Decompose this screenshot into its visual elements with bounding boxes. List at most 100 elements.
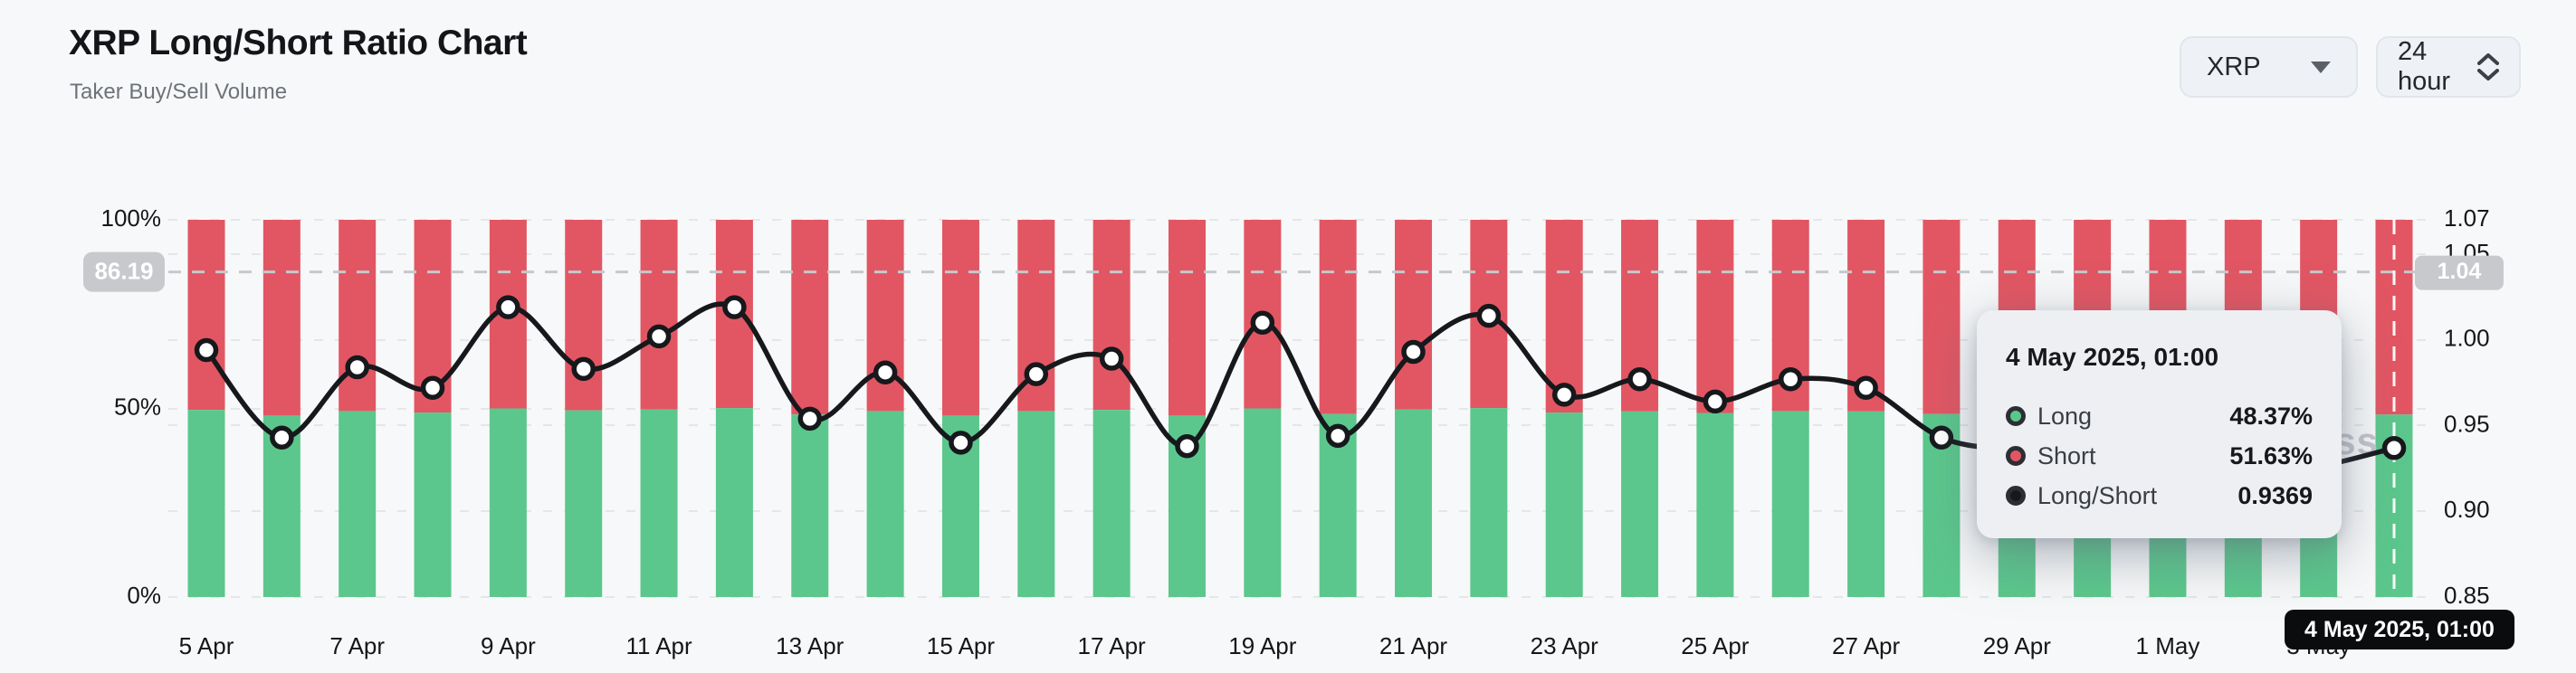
ratio-point [1250,310,1275,335]
bar-short[interactable] [941,220,979,416]
ratio-point [1854,375,1878,401]
ratio-point [1703,389,1728,414]
bar-long[interactable] [489,408,527,598]
right-axis-label: 1.07 [2444,204,2490,232]
bar-long[interactable] [791,414,829,597]
ratio-point [949,431,973,455]
left-axis-label: 50% [114,393,161,420]
page-subtitle: Taker Buy/Sell Volume [70,80,288,104]
ratio-point [496,295,520,319]
bar-short[interactable] [1395,220,1433,410]
left-axis-label: 100% [101,204,162,232]
ratio-point [1325,423,1350,449]
bar-long[interactable] [1545,412,1583,597]
bar-short[interactable] [1545,220,1583,413]
crosshair-right-badge [2415,255,2504,290]
bar-short[interactable] [565,220,603,411]
crosshair-left-badge-value: 86.19 [94,257,153,284]
bar-long[interactable] [414,412,452,597]
ratio-point [1099,346,1124,371]
tooltip-row-long: Long 48.37% [2006,401,2313,431]
crosshair-left-badge [83,251,165,292]
bar-long[interactable] [1696,412,1734,597]
interval-select-value: 24 hour [2398,37,2451,96]
tooltip-title: 4 May 2025, 01:00 [2006,343,2219,371]
x-axis-label: 7 Apr [329,632,385,659]
bar-long[interactable] [1621,411,1659,597]
tooltip-row-value: 48.37% [2229,402,2313,430]
ratio-point [194,337,219,363]
ratio-point [646,324,672,349]
bar-short[interactable] [262,220,301,416]
ratio-point [420,375,445,401]
bar-short[interactable] [187,220,225,411]
bar-long[interactable] [1017,411,1055,597]
bar-long[interactable] [187,410,225,597]
long-marker-icon [2006,406,2026,426]
right-axis-label: 1.00 [2444,325,2490,352]
bar-short[interactable] [1092,220,1131,411]
bar-long[interactable] [1395,409,1433,597]
bar-short[interactable] [1168,220,1206,416]
interval-select[interactable]: 24 hour [2376,36,2521,98]
ratio-point [1627,367,1652,392]
chart-tooltip: 4 May 2025, 01:00 Long 48.37% Short 51.6… [1977,310,2342,538]
ratio-marker-icon [2006,486,2026,506]
coin-select[interactable]: XRP [2180,36,2358,98]
bar-short[interactable] [339,220,377,412]
ratio-point [1024,362,1049,386]
x-axis-label: 21 Apr [1379,632,1448,659]
bar-short[interactable] [1696,220,1734,413]
ratio-point [722,295,747,319]
tooltip-row-label: Short [2037,441,2096,469]
bar-long[interactable] [866,411,904,597]
bar-short[interactable] [640,220,678,410]
right-axis-label: 0.85 [2444,582,2490,609]
bar-long[interactable] [715,408,753,597]
right-axis-label: 0.90 [2444,496,2490,523]
tooltip-row-label: Long [2037,402,2093,430]
bar-long[interactable] [1470,408,1508,597]
ratio-point [797,406,823,431]
bar-long[interactable] [1244,408,1282,598]
chevron-down-icon [2311,61,2331,73]
left-axis-label: 0% [127,582,161,609]
crosshair-date-badge: 4 May 2025, 01:00 [2285,610,2514,649]
ratio-point [873,360,898,384]
ratio-point [2381,436,2407,460]
ratio-point [270,425,294,450]
chart-header: XRP Long/Short Ratio Chart Taker Buy/Sel… [0,0,2576,118]
bar-long[interactable] [1771,411,1809,597]
coin-select-value: XRP [2207,52,2261,81]
bar-long[interactable] [640,409,678,597]
tooltip-row-label: Long/Short [2037,481,2158,509]
bar-short[interactable] [791,220,829,415]
ratio-point [1929,425,1954,450]
bar-long[interactable] [339,411,377,597]
tooltip-row-value: 0.9369 [2237,481,2313,509]
x-axis-label: 13 Apr [776,632,844,659]
ratio-point [1778,367,1803,392]
right-axis-label: 0.95 [2444,410,2490,437]
bar-short[interactable] [1319,220,1357,414]
bar-long[interactable] [1847,411,1885,597]
ratio-point [345,355,369,380]
x-axis-label: 5 Apr [179,632,234,659]
x-axis-label: 25 Apr [1681,632,1750,659]
ratio-point [1175,433,1199,459]
ratio-point [1476,303,1502,328]
x-axis-label: 17 Apr [1078,632,1147,659]
bar-short[interactable] [1922,220,1961,414]
bar-long[interactable] [565,410,603,597]
bar-long[interactable] [1092,410,1131,597]
short-marker-icon [2006,446,2026,466]
ratio-point [1401,339,1426,365]
crosshair-right-badge-value: 1.04 [2438,259,2482,284]
x-axis-label: 11 Apr [625,632,692,659]
x-axis-label: 27 Apr [1832,632,1901,659]
x-axis-label: 23 Apr [1531,632,1599,659]
x-axis-label: 19 Apr [1228,632,1297,659]
x-axis-label: 9 Apr [481,632,536,659]
ratio-point [1551,383,1577,407]
